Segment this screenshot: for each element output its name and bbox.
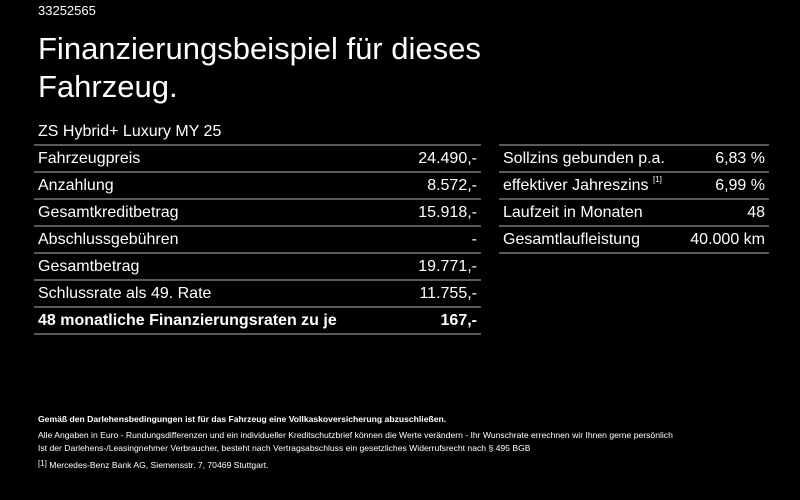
table-row: effektiver Jahreszins [1] 6,99 % [499,172,769,200]
row-label: Fahrzeugpreis [34,144,402,173]
row-label: Sollzins gebunden p.a. [499,144,681,173]
table-row: Sollzins gebunden p.a. 6,83 % [499,144,769,173]
row-value: 48 [680,199,769,227]
table-row: Gesamtbetrag 19.771,- [34,253,481,281]
row-value: 24.490,- [401,144,481,173]
row-value: 6,99 % [680,172,769,200]
page-title: Finanzierungsbeispiel für dieses Fahrzeu… [38,31,481,104]
financing-table: Fahrzeugpreis 24.490,- Anzahlung 8.572,- G… [34,144,481,335]
table-row: Abschlussgebühren - [34,226,481,254]
note-line: Ist der Darlehens-/Leasingnehmer Verbrau… [38,443,531,453]
row-label: Gesamtlaufleistung [499,226,681,254]
insurance-note: Gemäß den Darlehensbedingungen ist für d… [38,414,447,424]
row-value: 19.771,- [401,253,481,281]
table-row: Anzahlung 8.572,- [34,172,481,200]
row-label: Abschlussgebühren [34,226,402,254]
vehicle-id: 33252565 [38,3,96,18]
monthly-rate-row: 48 monatliche Finanzierungsraten zu je 16… [34,307,481,335]
row-value: 11.755,- [401,280,481,308]
row-label: Schlussrate als 49. Rate [34,280,402,308]
footnote-mark: [1] [38,459,47,468]
row-value: 6,83 % [680,144,769,173]
row-label: Anzahlung [34,172,402,200]
row-value: 15.918,- [401,199,481,227]
table-row: Fahrzeugpreis 24.490,- [34,144,481,173]
legal-notes: Gemäß den Darlehensbedingungen ist für d… [38,413,673,472]
footnote-ref: [1] [653,174,662,184]
footnote-text: Mercedes-Benz Bank AG, Siemensstr. 7, 70… [49,460,269,470]
row-label-cell: effektiver Jahreszins [1] [499,172,681,200]
table-row: Laufzeit in Monaten 48 [499,199,769,227]
row-value: - [401,226,481,254]
table-row: Schlussrate als 49. Rate 11.755,- [34,280,481,308]
row-value: 167,- [401,307,481,335]
row-label: Laufzeit in Monaten [499,199,681,227]
footnote: [1] Mercedes-Benz Bank AG, Siemensstr. 7… [38,459,673,472]
row-label: 48 monatliche Finanzierungsraten zu je [34,307,402,335]
table-row: Gesamtkreditbetrag 15.918,- [34,199,481,227]
table-row: Gesamtlaufleistung 40.000 km [499,226,769,254]
model-name: ZS Hybrid+ Luxury MY 25 [38,123,222,140]
terms-table: Sollzins gebunden p.a. 6,83 % effektiver … [499,144,769,254]
row-value: 8.572,- [401,172,481,200]
row-label: Gesamtkreditbetrag [34,199,402,227]
row-value: 40.000 km [680,226,769,254]
row-label: Gesamtbetrag [34,253,402,281]
note-line: Alle Angaben in Euro - Rundungsdifferenz… [38,430,673,440]
row-label: effektiver Jahreszins [503,176,649,194]
